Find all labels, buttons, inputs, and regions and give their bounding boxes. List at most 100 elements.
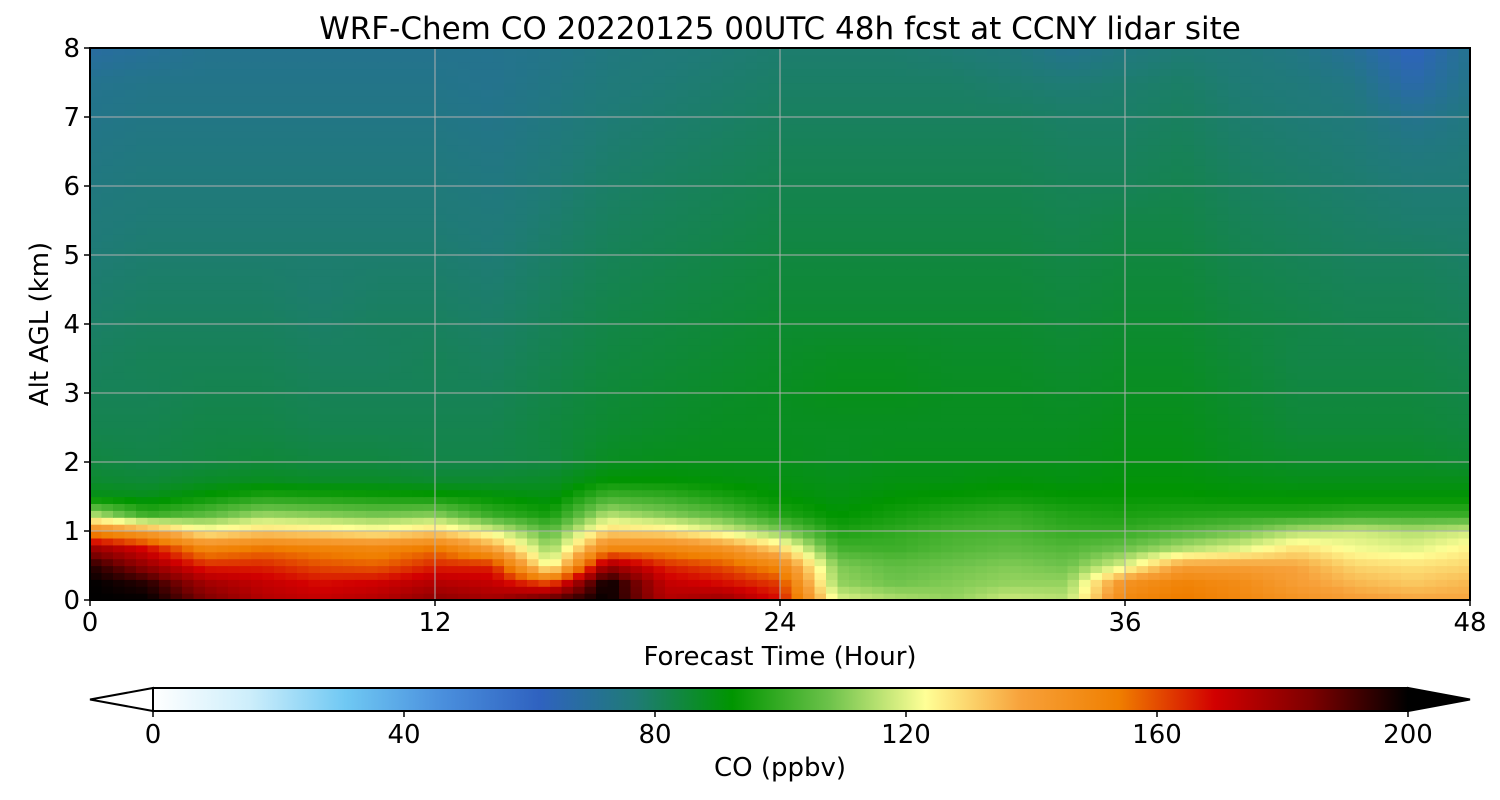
field-cell	[1320, 337, 1333, 346]
field-cell	[124, 517, 137, 525]
field-cell	[1228, 544, 1241, 553]
field-cell	[952, 455, 965, 463]
field-cell	[1010, 524, 1023, 532]
field-cell	[837, 510, 850, 518]
field-cell	[1205, 524, 1218, 532]
field-cell	[814, 482, 827, 491]
field-cell	[1286, 393, 1299, 401]
field-cell	[998, 434, 1011, 442]
field-cell	[136, 358, 149, 366]
field-cell	[1194, 324, 1207, 332]
field-cell	[136, 510, 149, 518]
field-cell	[1389, 524, 1402, 532]
field-cell	[1447, 503, 1460, 511]
field-cell	[412, 337, 425, 346]
field-cell	[1309, 489, 1322, 498]
field-cell	[964, 462, 977, 470]
field-cell	[1148, 406, 1161, 415]
field-cell	[1113, 399, 1126, 408]
field-cell	[1010, 579, 1023, 587]
field-cell	[826, 434, 839, 442]
field-cell	[722, 468, 735, 477]
field-cell	[1240, 379, 1253, 387]
field-cell	[791, 393, 804, 401]
field-cell	[159, 427, 172, 435]
field-cell	[527, 558, 540, 567]
field-cell	[573, 565, 586, 573]
field-cell	[757, 386, 770, 394]
field-cell	[331, 324, 344, 332]
field-cell	[228, 482, 241, 491]
field-cell	[538, 517, 551, 525]
field-cell	[389, 344, 402, 353]
field-cell	[1424, 524, 1437, 532]
field-cell	[331, 351, 344, 360]
field-cell	[676, 455, 689, 463]
field-cell	[906, 503, 919, 511]
field-cell	[1240, 324, 1253, 332]
field-cell	[469, 379, 482, 387]
field-cell	[469, 324, 482, 332]
field-cell	[354, 537, 367, 546]
field-cell	[803, 310, 816, 318]
field-cell	[1010, 572, 1023, 580]
field-cell	[1297, 379, 1310, 387]
field-cell	[1090, 434, 1103, 442]
field-cell	[630, 406, 643, 415]
field-cell	[1148, 413, 1161, 422]
field-cell	[872, 482, 885, 491]
field-cell	[320, 399, 333, 408]
field-cell	[159, 386, 172, 394]
field-cell	[711, 344, 724, 353]
field-cell	[1228, 482, 1241, 491]
field-cell	[1274, 372, 1287, 380]
field-cell	[366, 517, 379, 525]
field-cell	[1378, 365, 1391, 373]
field-cell	[1332, 434, 1345, 442]
field-cell	[952, 399, 965, 408]
field-cell	[987, 503, 1000, 511]
field-cell	[1159, 544, 1172, 553]
field-cell	[228, 593, 241, 601]
field-cell	[584, 365, 597, 373]
field-cell	[1044, 524, 1057, 532]
field-cell	[354, 468, 367, 477]
field-cell	[1263, 413, 1276, 422]
field-cell	[469, 468, 482, 477]
field-cell	[297, 565, 310, 573]
field-cell	[642, 496, 655, 504]
field-cell	[837, 475, 850, 484]
field-cell	[941, 565, 954, 573]
field-cell	[964, 420, 977, 429]
field-cell	[492, 427, 505, 435]
field-cell	[745, 496, 758, 504]
field-cell	[285, 330, 298, 339]
field-cell	[768, 365, 781, 373]
field-cell	[1263, 434, 1276, 442]
field-cell	[1401, 427, 1414, 435]
field-cell	[1424, 475, 1437, 484]
field-cell	[803, 448, 816, 456]
field-cell	[481, 558, 494, 567]
field-cell	[354, 448, 367, 456]
field-cell	[170, 448, 183, 456]
field-cell	[285, 579, 298, 587]
field-cell	[251, 551, 264, 560]
field-cell	[1355, 503, 1368, 511]
field-cell	[1240, 468, 1253, 477]
field-cell	[1320, 544, 1333, 553]
field-cell	[895, 310, 908, 318]
field-cell	[331, 531, 344, 539]
field-cell	[688, 413, 701, 422]
field-cell	[895, 434, 908, 442]
field-cell	[1010, 448, 1023, 456]
field-cell	[1343, 372, 1356, 380]
field-cell	[699, 406, 712, 415]
field-cell	[113, 517, 126, 525]
field-cell	[1240, 517, 1253, 525]
field-cell	[803, 344, 816, 353]
field-cell	[1067, 531, 1080, 539]
field-cell	[872, 434, 885, 442]
field-cell	[239, 372, 252, 380]
field-cell	[515, 337, 528, 346]
